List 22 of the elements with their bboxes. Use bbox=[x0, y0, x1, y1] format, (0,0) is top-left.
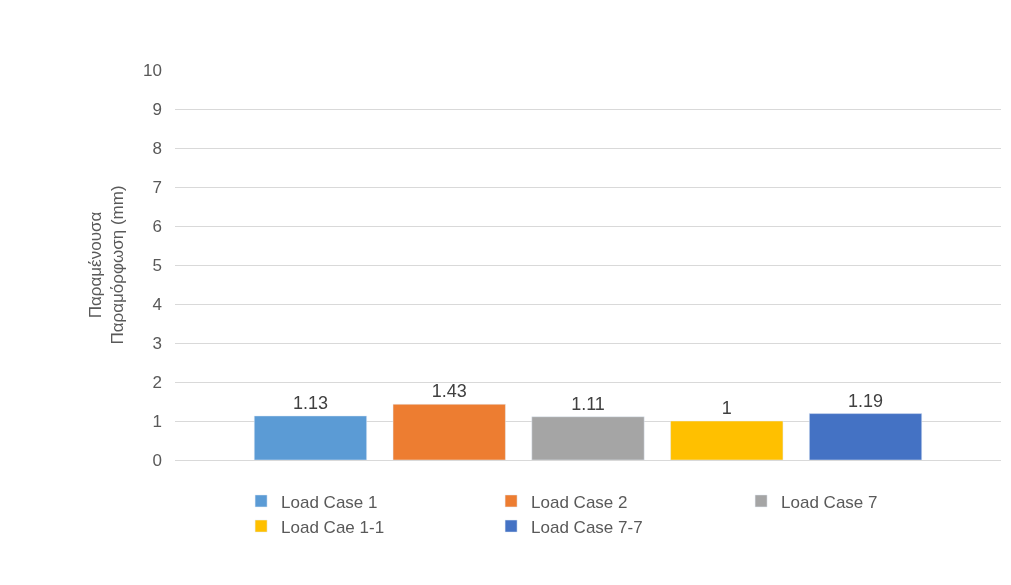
y-tick-label: 9 bbox=[152, 99, 162, 119]
y-axis-title: Παραμένουσα Παραμόρφωση (mm) bbox=[85, 185, 127, 345]
legend-label: Load Case 7-7 bbox=[531, 517, 643, 537]
y-tick-label: 3 bbox=[152, 333, 162, 353]
y-tick-label: 6 bbox=[152, 216, 162, 236]
legend-label: Load Case 2 bbox=[531, 492, 628, 512]
legend-label: Load Case 7 bbox=[781, 492, 878, 512]
y-tick-label: 8 bbox=[152, 138, 162, 158]
data-label: 1.19 bbox=[848, 390, 884, 411]
y-tick-label: 4 bbox=[152, 294, 162, 314]
y-tick-label: 7 bbox=[152, 177, 162, 197]
legend-label: Load Cae 1-1 bbox=[281, 517, 385, 537]
y-tick-label: 10 bbox=[143, 60, 162, 80]
data-label: 1.13 bbox=[292, 392, 328, 413]
y-tick-label: 0 bbox=[152, 450, 162, 470]
y-tick-label: 1 bbox=[152, 411, 162, 431]
data-label: 1.43 bbox=[431, 381, 467, 402]
data-label: 1 bbox=[721, 398, 732, 418]
y-tick-label: 2 bbox=[152, 372, 162, 392]
legend-label: Load Case 1 bbox=[281, 492, 378, 512]
data-label: 1.11 bbox=[571, 393, 605, 414]
y-tick-label: 5 bbox=[152, 255, 162, 275]
